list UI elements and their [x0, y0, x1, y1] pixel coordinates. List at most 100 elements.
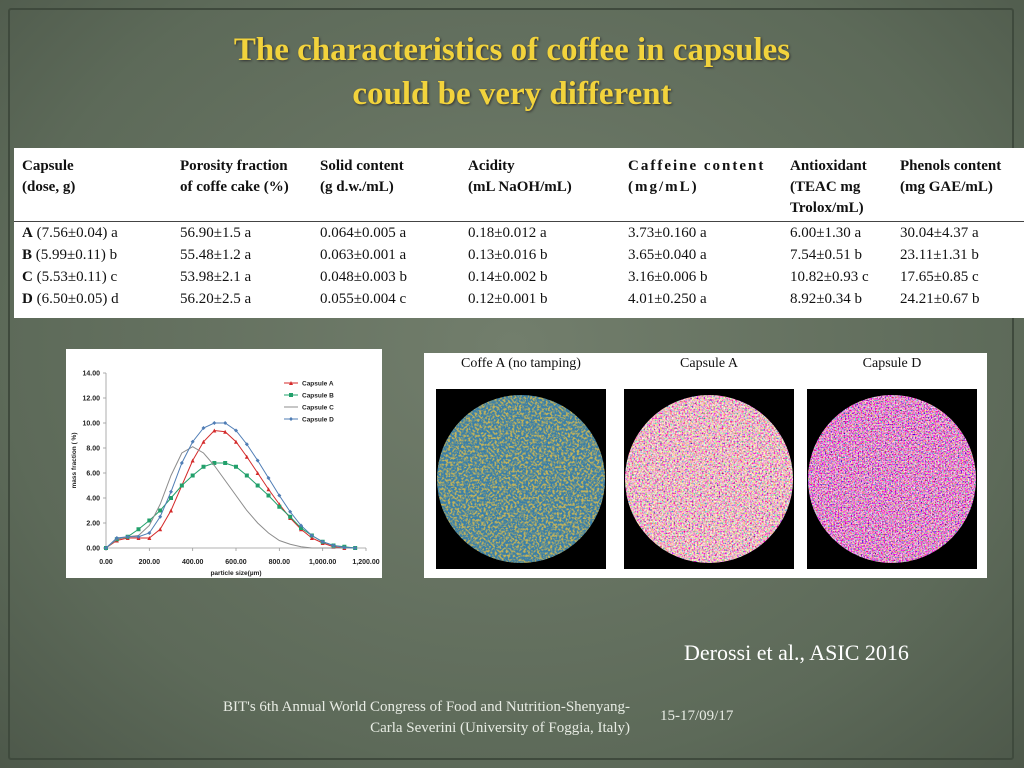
- y-tick-label: 10.00: [82, 421, 100, 428]
- table-cell: 3.16±0.006 b: [628, 269, 708, 285]
- image-panel: Coffe A (no tamping) Capsule A Capsule D: [424, 353, 987, 578]
- y-tick-label: 0.00: [86, 546, 100, 553]
- tomography-images: [436, 389, 977, 569]
- y-tick-label: 4.00: [86, 496, 100, 503]
- column-header: Antioxidant (TEAC mg Trolox/mL): [782, 148, 892, 222]
- table-cell: 8.92±0.34 b: [790, 291, 862, 307]
- point: [342, 545, 347, 550]
- y-axis-label: mass fraction ( %): [71, 433, 78, 489]
- point: [158, 527, 163, 532]
- point: [266, 493, 271, 498]
- table-cell: 0.048±0.003 b: [320, 269, 407, 285]
- image-caption: Capsule A: [680, 356, 738, 371]
- capsule-cell: A (7.56±0.04) a: [14, 222, 172, 245]
- point: [223, 461, 228, 465]
- capsule-dose: (5.99±0.11) b: [35, 247, 118, 263]
- point: [223, 429, 228, 434]
- table-panel: Capsule (dose, g) Porosity fraction of co…: [14, 148, 1024, 318]
- table-row: D (6.50±0.05) d 56.20±2.5 a 0.055±0.004 c 0…: [14, 288, 1024, 310]
- image-coffe-a: [437, 395, 605, 563]
- point: [244, 454, 249, 459]
- point: [158, 508, 163, 513]
- point: [255, 483, 260, 488]
- legend-label: Capsule B: [302, 393, 334, 400]
- table-body: A (7.56±0.04) a 56.90±1.5 a 0.064±0.005 a 0…: [14, 222, 1024, 311]
- capsule-dose: (6.50±0.05) d: [36, 291, 119, 307]
- point: [309, 533, 314, 538]
- x-tick-label: 600.00: [225, 559, 247, 566]
- table-cell: 24.21±0.67 b: [900, 291, 980, 307]
- point: [212, 461, 217, 465]
- capsule-cell: D (6.50±0.05) d: [14, 288, 172, 310]
- point: [114, 536, 119, 540]
- point: [201, 464, 206, 469]
- legend-marker: [289, 381, 293, 385]
- table-cell: 0.12±0.001 b: [468, 291, 548, 307]
- point: [331, 543, 336, 548]
- column-header: Acidity (mL NaOH/mL): [460, 148, 620, 222]
- table-cell: 30.04±4.37 a: [900, 225, 979, 241]
- point: [299, 523, 303, 528]
- point: [212, 421, 217, 425]
- capsule-id: D: [22, 291, 33, 307]
- point: [255, 471, 260, 475]
- x-tick-label: 400.00: [182, 559, 204, 566]
- series-line: [105, 422, 356, 549]
- point: [255, 458, 260, 463]
- legend-marker: [289, 393, 293, 397]
- table-cell: 0.064±0.005 a: [320, 225, 407, 241]
- point: [169, 496, 173, 500]
- capsule-id: C: [22, 269, 33, 285]
- header-row: Capsule (dose, g) Porosity fraction of co…: [14, 148, 1024, 222]
- table-cell: 3.65±0.040 a: [628, 247, 707, 263]
- citation: Derossi et al., ASIC 2016: [684, 640, 909, 665]
- image-caption: Coffe A (no tamping): [461, 356, 581, 371]
- point: [201, 439, 206, 444]
- table-cell: 17.65±0.85 c: [900, 269, 979, 285]
- capsule-dose: (5.53±0.11) c: [36, 269, 118, 285]
- table-cell: 56.90±1.5 a: [180, 225, 252, 241]
- data-table: Capsule (dose, g) Porosity fraction of co…: [14, 148, 1024, 310]
- table-row: C (5.53±0.11) c 53.98±2.1 a 0.048±0.003 b 0…: [14, 266, 1024, 288]
- column-header: Phenols content (mg GAE/mL): [892, 148, 1024, 222]
- point: [234, 464, 238, 469]
- point: [244, 442, 249, 447]
- point: [190, 473, 195, 478]
- capsule-id: A: [22, 225, 33, 241]
- table-cell: 56.20±2.5 a: [180, 291, 252, 307]
- table-row: A (7.56±0.04) a 56.90±1.5 a 0.064±0.005 a 0…: [14, 222, 1024, 245]
- point: [147, 536, 152, 540]
- table-cell: 0.063±0.001 a: [320, 247, 407, 263]
- x-tick-label: 1,200.00: [352, 559, 379, 566]
- point: [266, 476, 271, 480]
- series-line: [105, 446, 356, 549]
- point: [266, 487, 271, 492]
- capsule-cell: B (5.99±0.11) b: [14, 244, 172, 266]
- x-tick-label: 1,000.00: [309, 559, 336, 566]
- x-tick-label: 0.00: [99, 559, 113, 566]
- y-tick-label: 8.00: [86, 446, 100, 453]
- point: [190, 439, 195, 444]
- legend-label: Capsule D: [302, 417, 334, 424]
- y-tick-label: 6.00: [86, 471, 100, 478]
- point: [158, 514, 163, 519]
- point: [190, 458, 195, 463]
- legend-marker: [289, 417, 293, 421]
- point: [320, 539, 325, 544]
- table-cell: 0.18±0.012 a: [468, 225, 547, 241]
- point: [309, 536, 314, 540]
- point: [169, 489, 173, 494]
- y-tick-label: 14.00: [82, 371, 100, 378]
- x-tick-label: 800.00: [269, 559, 291, 566]
- column-header: Capsule (dose, g): [14, 148, 172, 222]
- point: [169, 508, 173, 513]
- point: [277, 493, 282, 498]
- image-capsule-a: [625, 395, 793, 563]
- table-cell: 4.01±0.250 a: [628, 291, 707, 307]
- image-caption: Capsule D: [862, 356, 922, 371]
- table-cell: 7.54±0.51 b: [790, 247, 862, 263]
- table-cell: 10.82±0.93 c: [790, 269, 869, 285]
- table-cell: 53.98±2.1 a: [180, 269, 252, 285]
- point: [353, 546, 358, 550]
- footer-date: 15-17/09/17: [660, 708, 734, 724]
